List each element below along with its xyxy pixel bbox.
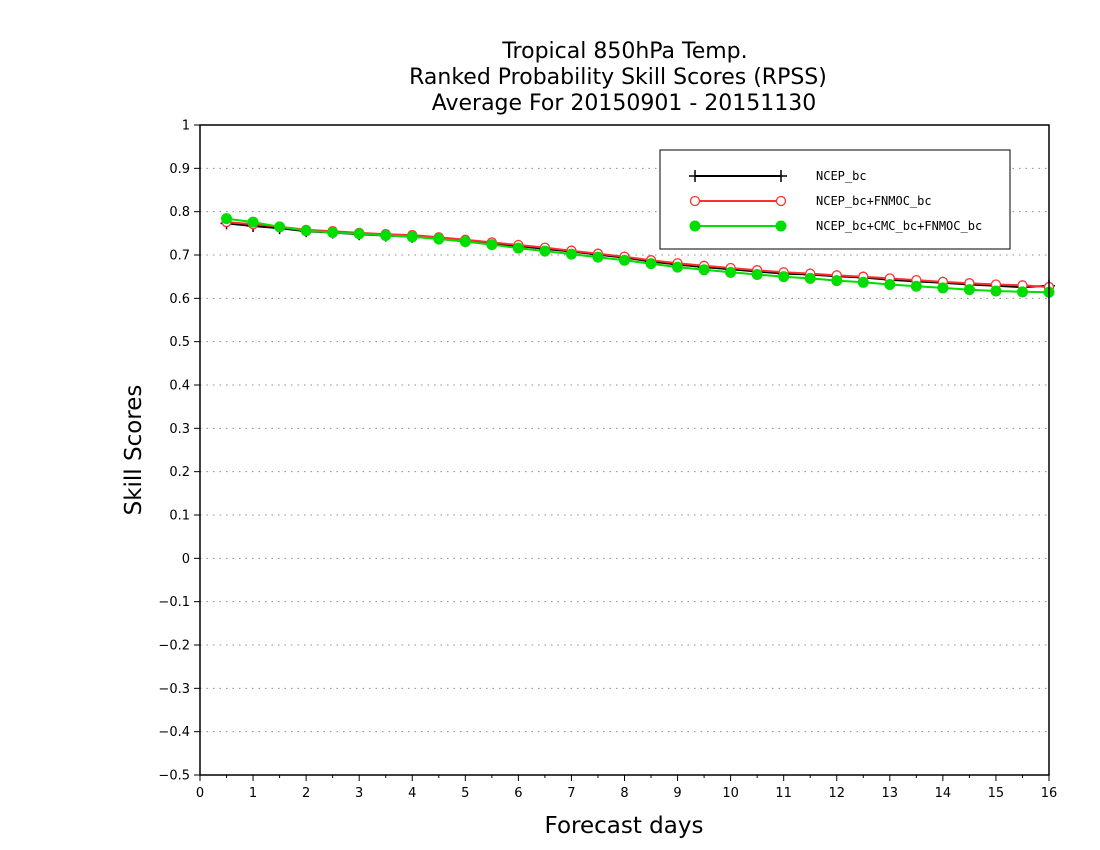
y-tick-label: −0.4 (158, 725, 190, 740)
data-point (778, 271, 790, 283)
y-tick-label: 0.9 (169, 162, 190, 177)
data-point (990, 285, 1002, 297)
legend-box (659, 149, 1011, 250)
y-tick-label: 1 (182, 119, 190, 134)
data-point (884, 278, 896, 290)
y-tick-label: 0.5 (169, 335, 190, 350)
y-axis-title: Skill Scores (121, 385, 147, 516)
x-tick-label: 11 (775, 786, 792, 801)
data-point (380, 230, 392, 241)
data-point (1016, 286, 1028, 298)
data-point (725, 266, 737, 278)
legend-item: NCEP_bc (689, 169, 867, 183)
data-point (751, 269, 763, 280)
chart-title: Tropical 850hPa Temp. Ranked Probability… (409, 39, 827, 116)
data-point (831, 275, 843, 287)
legend-label: NCEP_bc+CMC_bc+FNMOC_bc (816, 219, 982, 233)
data-point (565, 248, 577, 260)
y-axis: 1 0.9 0.8 0.7 0.6 0.5 0.4 0.3 0.2 0.1 0 −0.1 −0.2 −0.… (158, 119, 200, 784)
data-point (963, 284, 975, 296)
y-tick-label: 0.7 (169, 249, 190, 264)
data-point (300, 225, 312, 237)
y-tick-label: 0.6 (169, 292, 190, 307)
legend-marker (775, 220, 787, 232)
data-point (512, 242, 524, 254)
data-point (698, 264, 710, 276)
x-tick-label: 12 (828, 786, 845, 801)
x-axis-title: Forecast days (545, 813, 704, 839)
legend: NCEP_bc NCEP_bc+FNMOC_bc NCEP_bc+CMC_bc+FN… (659, 149, 1011, 250)
data-point (619, 254, 630, 266)
chart-title-line-2: Ranked Probability Skill Scores (RPSS) (409, 65, 827, 90)
data-point (645, 258, 657, 270)
x-tick-label: 6 (514, 786, 522, 801)
data-point (247, 216, 259, 228)
data-point (804, 272, 816, 284)
x-tick-label: 2 (302, 786, 310, 801)
x-tick-label: 8 (620, 786, 628, 801)
legend-label: NCEP_bc (816, 169, 867, 183)
data-point (937, 282, 949, 294)
data-point (592, 251, 604, 263)
data-point (353, 228, 365, 240)
chart-title-line-1: Tropical 850hPa Temp. (501, 39, 747, 64)
x-tick-label: 9 (673, 786, 681, 801)
data-point (406, 231, 418, 243)
y-tick-label: 0.3 (169, 422, 190, 437)
y-tick-label: −0.1 (158, 595, 190, 610)
data-point (221, 213, 233, 225)
data-point (459, 236, 471, 248)
y-tick-label: 0 (182, 552, 190, 567)
y-tick-label: 0.2 (169, 465, 190, 480)
data-point (486, 239, 498, 251)
data-point (910, 280, 922, 292)
y-tick-label: −0.3 (158, 682, 190, 697)
y-tick-label: 0.8 (169, 205, 190, 220)
data-point (539, 245, 551, 257)
x-tick-label: 15 (988, 786, 1005, 801)
data-point (433, 233, 445, 245)
legend-marker (775, 195, 787, 207)
x-tick-label: 4 (408, 786, 416, 801)
x-tick-label: 5 (461, 786, 469, 801)
x-tick-label: 16 (1041, 786, 1058, 801)
legend-marker (689, 195, 701, 207)
y-tick-label: 0.4 (169, 379, 190, 394)
legend-marker (775, 170, 787, 182)
x-axis: 0 1 2 3 4 5 6 7 8 9 10 11 12 13 14 15 16 (196, 775, 1057, 801)
y-tick-label: −0.2 (158, 639, 190, 654)
x-tick-label: 13 (882, 786, 899, 801)
series-3 (221, 213, 1055, 298)
legend-item: NCEP_bc+CMC_bc+FNMOC_bc (689, 219, 982, 233)
data-point (274, 221, 286, 233)
legend-item: NCEP_bc+FNMOC_bc (689, 194, 932, 208)
chart-title-line-3: Average For 20150901 - 20151130 (432, 91, 817, 116)
legend-marker (689, 170, 701, 182)
x-tick-label: 14 (935, 786, 952, 801)
legend-label: NCEP_bc+FNMOC_bc (816, 194, 932, 208)
data-point (327, 226, 339, 238)
x-tick-label: 1 (249, 786, 257, 801)
x-tick-label: 3 (355, 786, 363, 801)
x-tick-label: 7 (567, 786, 575, 801)
legend-marker (689, 220, 701, 232)
x-tick-label: 10 (722, 786, 739, 801)
data-point (672, 261, 684, 273)
y-tick-label: 0.1 (169, 509, 190, 524)
series-layer (220, 213, 1055, 298)
data-point (857, 276, 869, 288)
y-tick-label: −0.5 (158, 769, 190, 784)
x-tick-label: 0 (196, 786, 204, 801)
